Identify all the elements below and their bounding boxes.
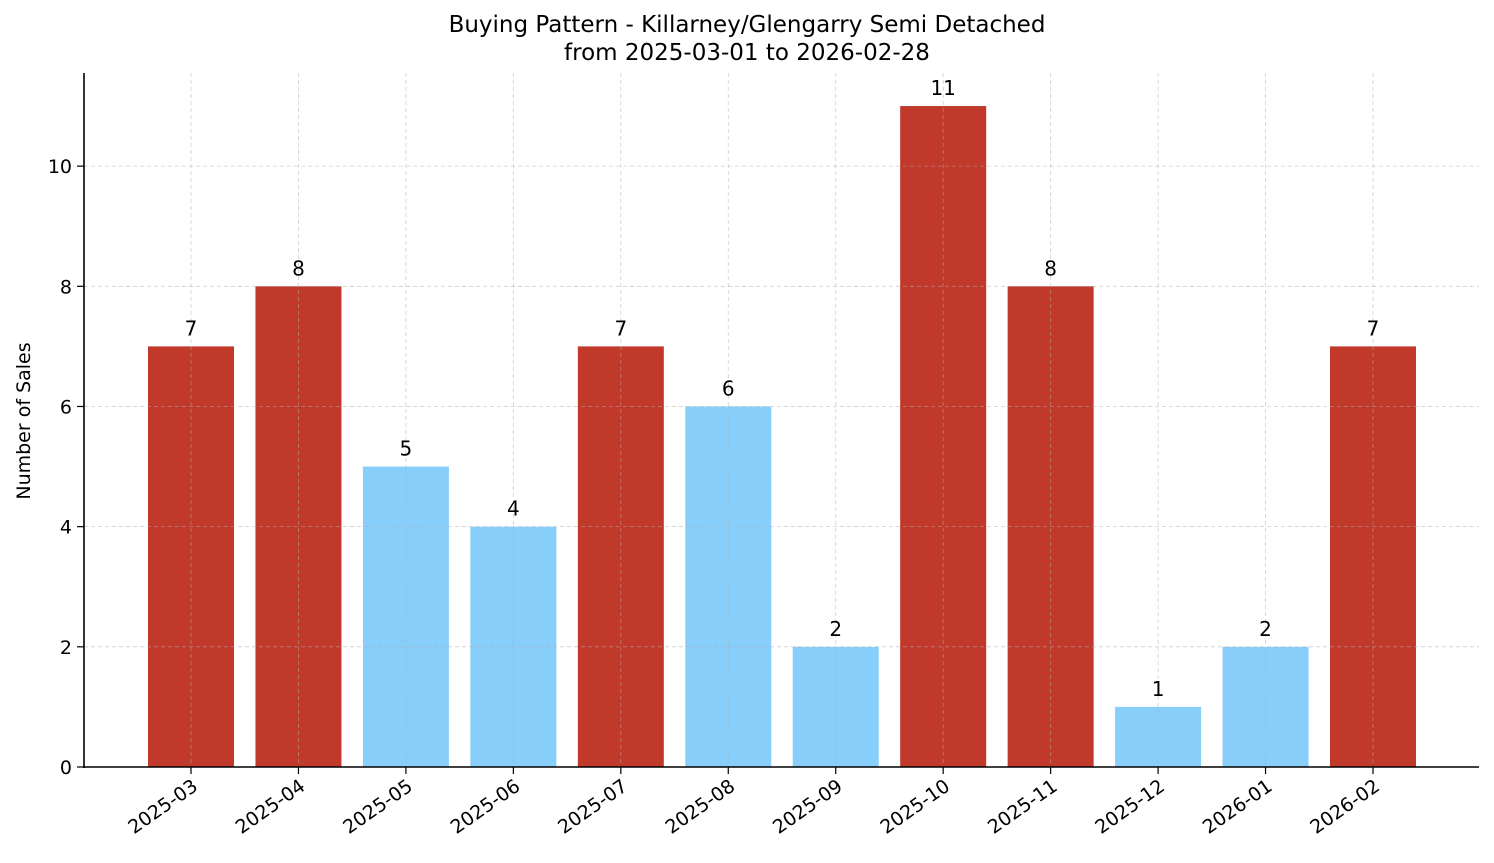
y-tick-label: 2 xyxy=(60,637,72,659)
chart-title: Buying Pattern - Killarney/Glengarry Sem… xyxy=(448,12,1046,38)
x-tick-label: 2025-09 xyxy=(769,775,847,839)
data-label: 2 xyxy=(829,617,842,641)
y-tick-label: 4 xyxy=(60,517,72,539)
x-tick-label: 2025-08 xyxy=(661,775,739,839)
data-label: 2 xyxy=(1259,617,1272,641)
data-label: 8 xyxy=(1044,256,1057,280)
x-tick-label: 2025-10 xyxy=(876,775,954,839)
x-tick-label: 2025-04 xyxy=(232,775,310,839)
x-tick-label: 2026-01 xyxy=(1199,775,1277,839)
x-tick-label: 2025-12 xyxy=(1091,775,1169,839)
data-label: 4 xyxy=(507,497,520,521)
y-tick-label: 6 xyxy=(60,396,72,418)
bar xyxy=(900,106,987,768)
data-label: 7 xyxy=(614,316,627,340)
data-label: 5 xyxy=(400,437,413,461)
x-tick-label: 2025-03 xyxy=(124,775,202,839)
chart-subtitle: from 2025-03-01 to 2026-02-28 xyxy=(564,40,930,66)
data-label: 8 xyxy=(292,256,305,280)
data-label: 7 xyxy=(185,316,198,340)
data-label: 7 xyxy=(1367,316,1380,340)
bar xyxy=(1115,706,1202,767)
data-label: 6 xyxy=(722,376,735,400)
x-tick-label: 2025-07 xyxy=(554,775,632,839)
y-tick-label: 10 xyxy=(48,156,72,178)
data-label: 11 xyxy=(930,76,955,100)
y-tick-label: 8 xyxy=(60,276,72,298)
y-tick-label: 0 xyxy=(60,757,72,779)
x-tick-label: 2025-11 xyxy=(984,775,1062,839)
x-tick-label: 2025-06 xyxy=(447,775,525,839)
x-tick-label: 2026-02 xyxy=(1306,775,1384,839)
data-label: 1 xyxy=(1152,677,1165,701)
x-tick-label: 2025-05 xyxy=(339,775,417,839)
bar xyxy=(362,466,449,767)
